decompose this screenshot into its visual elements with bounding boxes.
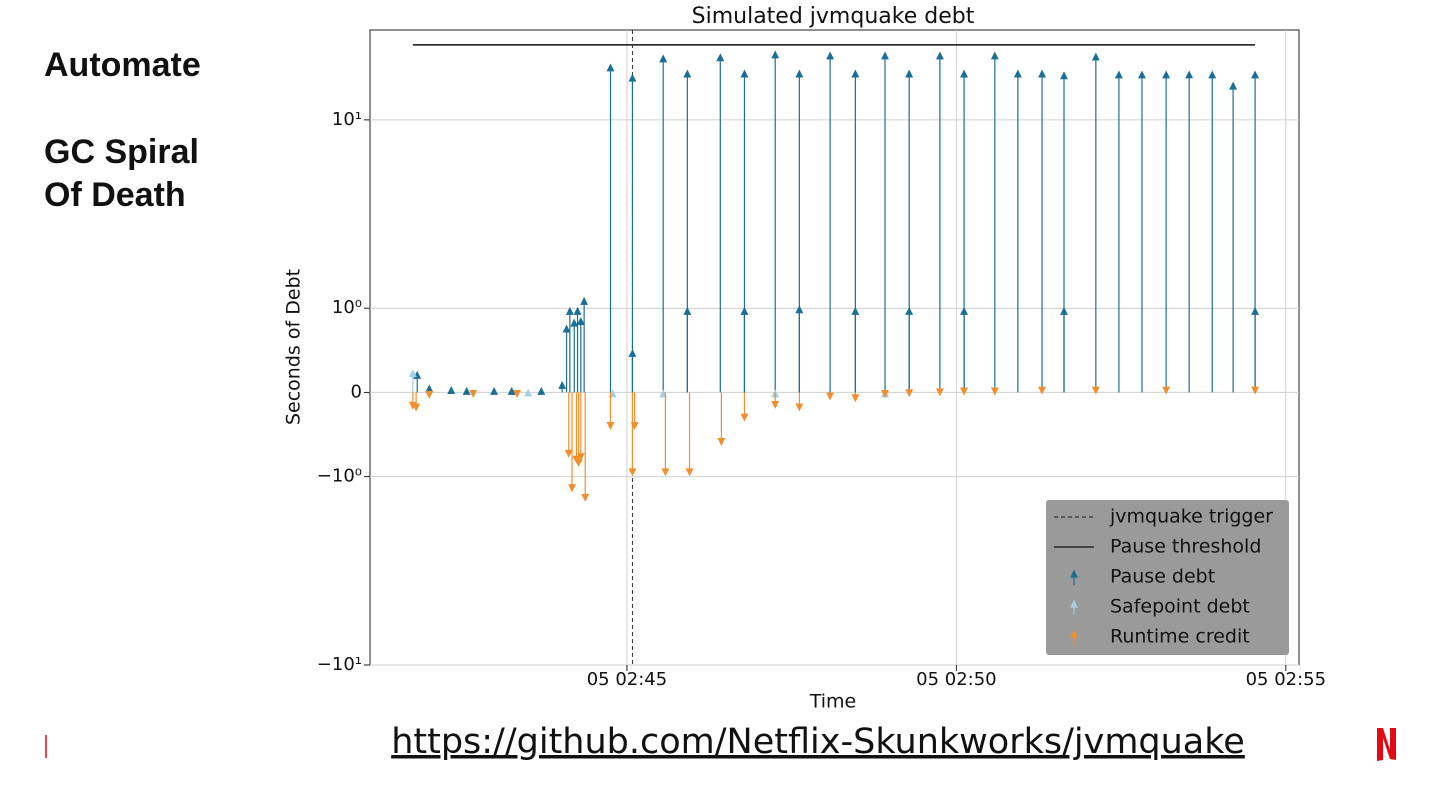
arrow xyxy=(683,306,692,393)
arrow xyxy=(576,316,585,393)
arrow xyxy=(881,51,889,393)
arrow xyxy=(1137,70,1146,393)
arrow xyxy=(661,392,670,477)
arrow xyxy=(659,54,668,393)
arrow xyxy=(507,386,516,395)
legend-label: Safepoint debt xyxy=(1110,596,1250,618)
arrow xyxy=(606,63,615,393)
arrow xyxy=(771,392,780,409)
arrow xyxy=(716,53,725,393)
arrow xyxy=(513,390,522,398)
arrow xyxy=(990,51,999,393)
slide-heading: Automate xyxy=(44,46,201,84)
legend-marker xyxy=(1070,599,1078,615)
arrow xyxy=(960,387,969,396)
arrow xyxy=(469,390,478,398)
arrow xyxy=(558,380,567,393)
legend-marker xyxy=(1070,629,1078,645)
arrow xyxy=(1091,386,1100,395)
y-axis-label: Seconds of Debt xyxy=(283,269,305,425)
arrow xyxy=(1251,386,1260,395)
arrow xyxy=(826,392,835,401)
arrow xyxy=(1185,70,1194,393)
arrow xyxy=(581,392,590,502)
chart-title: Simulated jvmquake debt xyxy=(692,4,975,29)
legend-label: Pause threshold xyxy=(1110,536,1261,558)
arrow xyxy=(1038,386,1047,395)
arrow xyxy=(905,306,914,393)
arrow xyxy=(826,51,835,393)
legend-label: Pause debt xyxy=(1110,566,1215,588)
arrow xyxy=(905,389,914,398)
arrow xyxy=(1208,70,1217,393)
arrow xyxy=(537,386,546,395)
arrow xyxy=(740,306,749,393)
slide-subheading: Of Death xyxy=(44,176,186,214)
arrow xyxy=(935,51,944,393)
arrow xyxy=(628,392,637,477)
arrow xyxy=(630,392,639,430)
arrow xyxy=(580,296,589,393)
legend-box xyxy=(1046,500,1289,655)
arrow xyxy=(490,386,499,395)
arrow xyxy=(628,348,637,393)
y-tick-label: 10⁰ xyxy=(332,297,362,318)
arrow xyxy=(606,392,615,430)
arrow xyxy=(1229,81,1238,393)
arrow xyxy=(412,392,421,412)
logo xyxy=(1377,728,1396,761)
arrow xyxy=(1013,69,1022,393)
arrow xyxy=(628,73,637,393)
legend-label: jvmquake trigger xyxy=(1109,506,1273,528)
arrow xyxy=(462,386,471,395)
arrow xyxy=(565,306,574,393)
arrow xyxy=(659,389,668,398)
legend: jvmquake trigger Pause threshold Pause deb… xyxy=(1046,500,1289,655)
arrow xyxy=(1091,52,1100,393)
x-tick-label: 05 02:55 xyxy=(1246,669,1327,690)
arrow xyxy=(573,306,582,393)
arrow xyxy=(960,306,969,393)
arrow xyxy=(1060,306,1068,393)
arrow xyxy=(851,306,860,393)
arrow xyxy=(717,392,726,446)
arrow xyxy=(795,392,804,412)
y-tick-label: −10⁰ xyxy=(317,466,362,487)
arrow xyxy=(685,392,694,477)
arrow xyxy=(795,305,804,393)
arrow xyxy=(570,318,579,393)
arrow xyxy=(1114,70,1123,393)
arrow xyxy=(740,392,749,422)
arrow xyxy=(1162,386,1171,395)
arrow xyxy=(447,386,456,394)
arrow xyxy=(1038,69,1047,393)
arrow xyxy=(1162,70,1171,393)
arrow xyxy=(568,392,577,493)
chart: Simulated jvmquake debt Time Seconds of … xyxy=(283,4,1327,713)
y-tick-label: 10¹ xyxy=(332,109,362,130)
arrow xyxy=(524,388,533,397)
link[interactable]: https://github.com/Netflix-Skunkworks/jv… xyxy=(391,722,1245,762)
x-tick-label: 05 02:45 xyxy=(587,669,668,690)
arrow xyxy=(990,387,999,396)
arrow xyxy=(935,388,944,397)
arrow xyxy=(576,392,585,462)
legend-label: Runtime credit xyxy=(1110,626,1250,648)
x-axis-label: Time xyxy=(809,691,857,713)
legend-marker xyxy=(1070,569,1078,585)
slide-subheading: GC Spiral xyxy=(44,133,199,171)
x-tick-label: 05 02:50 xyxy=(916,669,997,690)
y-tick-label: 0 xyxy=(351,381,362,402)
arrow xyxy=(1251,306,1260,393)
arrow xyxy=(562,324,571,393)
arrow xyxy=(425,390,434,399)
arrow xyxy=(881,390,889,398)
arrow xyxy=(851,392,860,403)
arrow xyxy=(408,369,417,393)
y-tick-label: −10¹ xyxy=(317,654,362,675)
arrow xyxy=(771,50,780,393)
arrow xyxy=(564,392,573,458)
arrow xyxy=(608,389,617,398)
